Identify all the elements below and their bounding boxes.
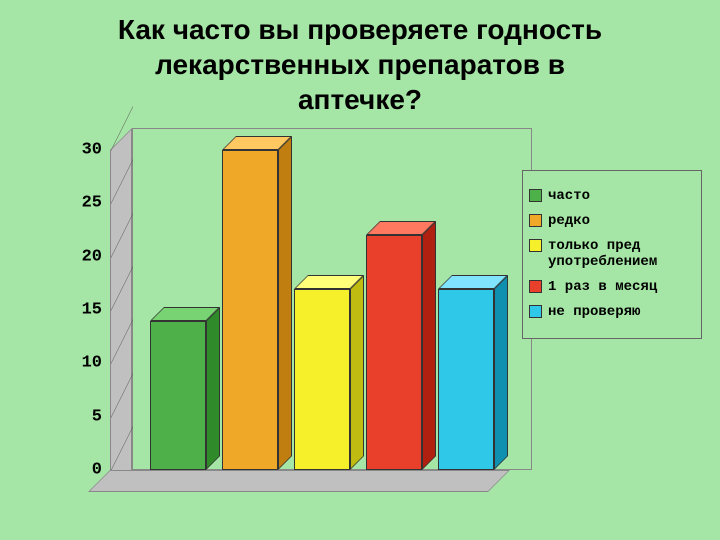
legend-swatch [529, 239, 542, 252]
legend-item: редко [529, 213, 695, 229]
legend-swatch [529, 189, 542, 202]
legend-item: только пред употреблением [529, 238, 695, 270]
bar [150, 321, 206, 470]
y-tick-label: 30 [82, 141, 102, 160]
chart-title: Как часто вы проверяете годностьлекарств… [0, 12, 720, 117]
legend-swatch [529, 214, 542, 227]
y-tick-label: 15 [82, 301, 102, 320]
y-tick-label: 5 [92, 407, 102, 426]
legend-label: часто [548, 188, 695, 204]
legend-item: 1 раз в месяц [529, 279, 695, 295]
y-tick-label: 20 [82, 247, 102, 266]
legend-item: не проверяю [529, 304, 695, 320]
legend: часто редко только пред употреблением 1 раз… [522, 170, 702, 339]
y-tick-label: 25 [82, 194, 102, 213]
bar [438, 289, 494, 470]
floor [88, 470, 510, 492]
chart-area: 051015202530 часторедкотолько пред употр… [62, 150, 662, 510]
plot-area [110, 150, 510, 492]
bars-container [122, 150, 510, 470]
legend-swatch [529, 280, 542, 293]
legend-label: не проверяю [548, 304, 695, 320]
legend-label: только пред употреблением [548, 238, 695, 270]
legend-swatch [529, 305, 542, 318]
y-tick-label: 10 [82, 354, 102, 373]
legend-label: редко [548, 213, 695, 229]
bar [294, 289, 350, 470]
y-axis: 051015202530 [62, 150, 110, 492]
legend-item: часто [529, 188, 695, 204]
bar [222, 150, 278, 470]
legend-label: 1 раз в месяц [548, 279, 695, 295]
bar [366, 235, 422, 470]
y-tick-label: 0 [92, 461, 102, 480]
